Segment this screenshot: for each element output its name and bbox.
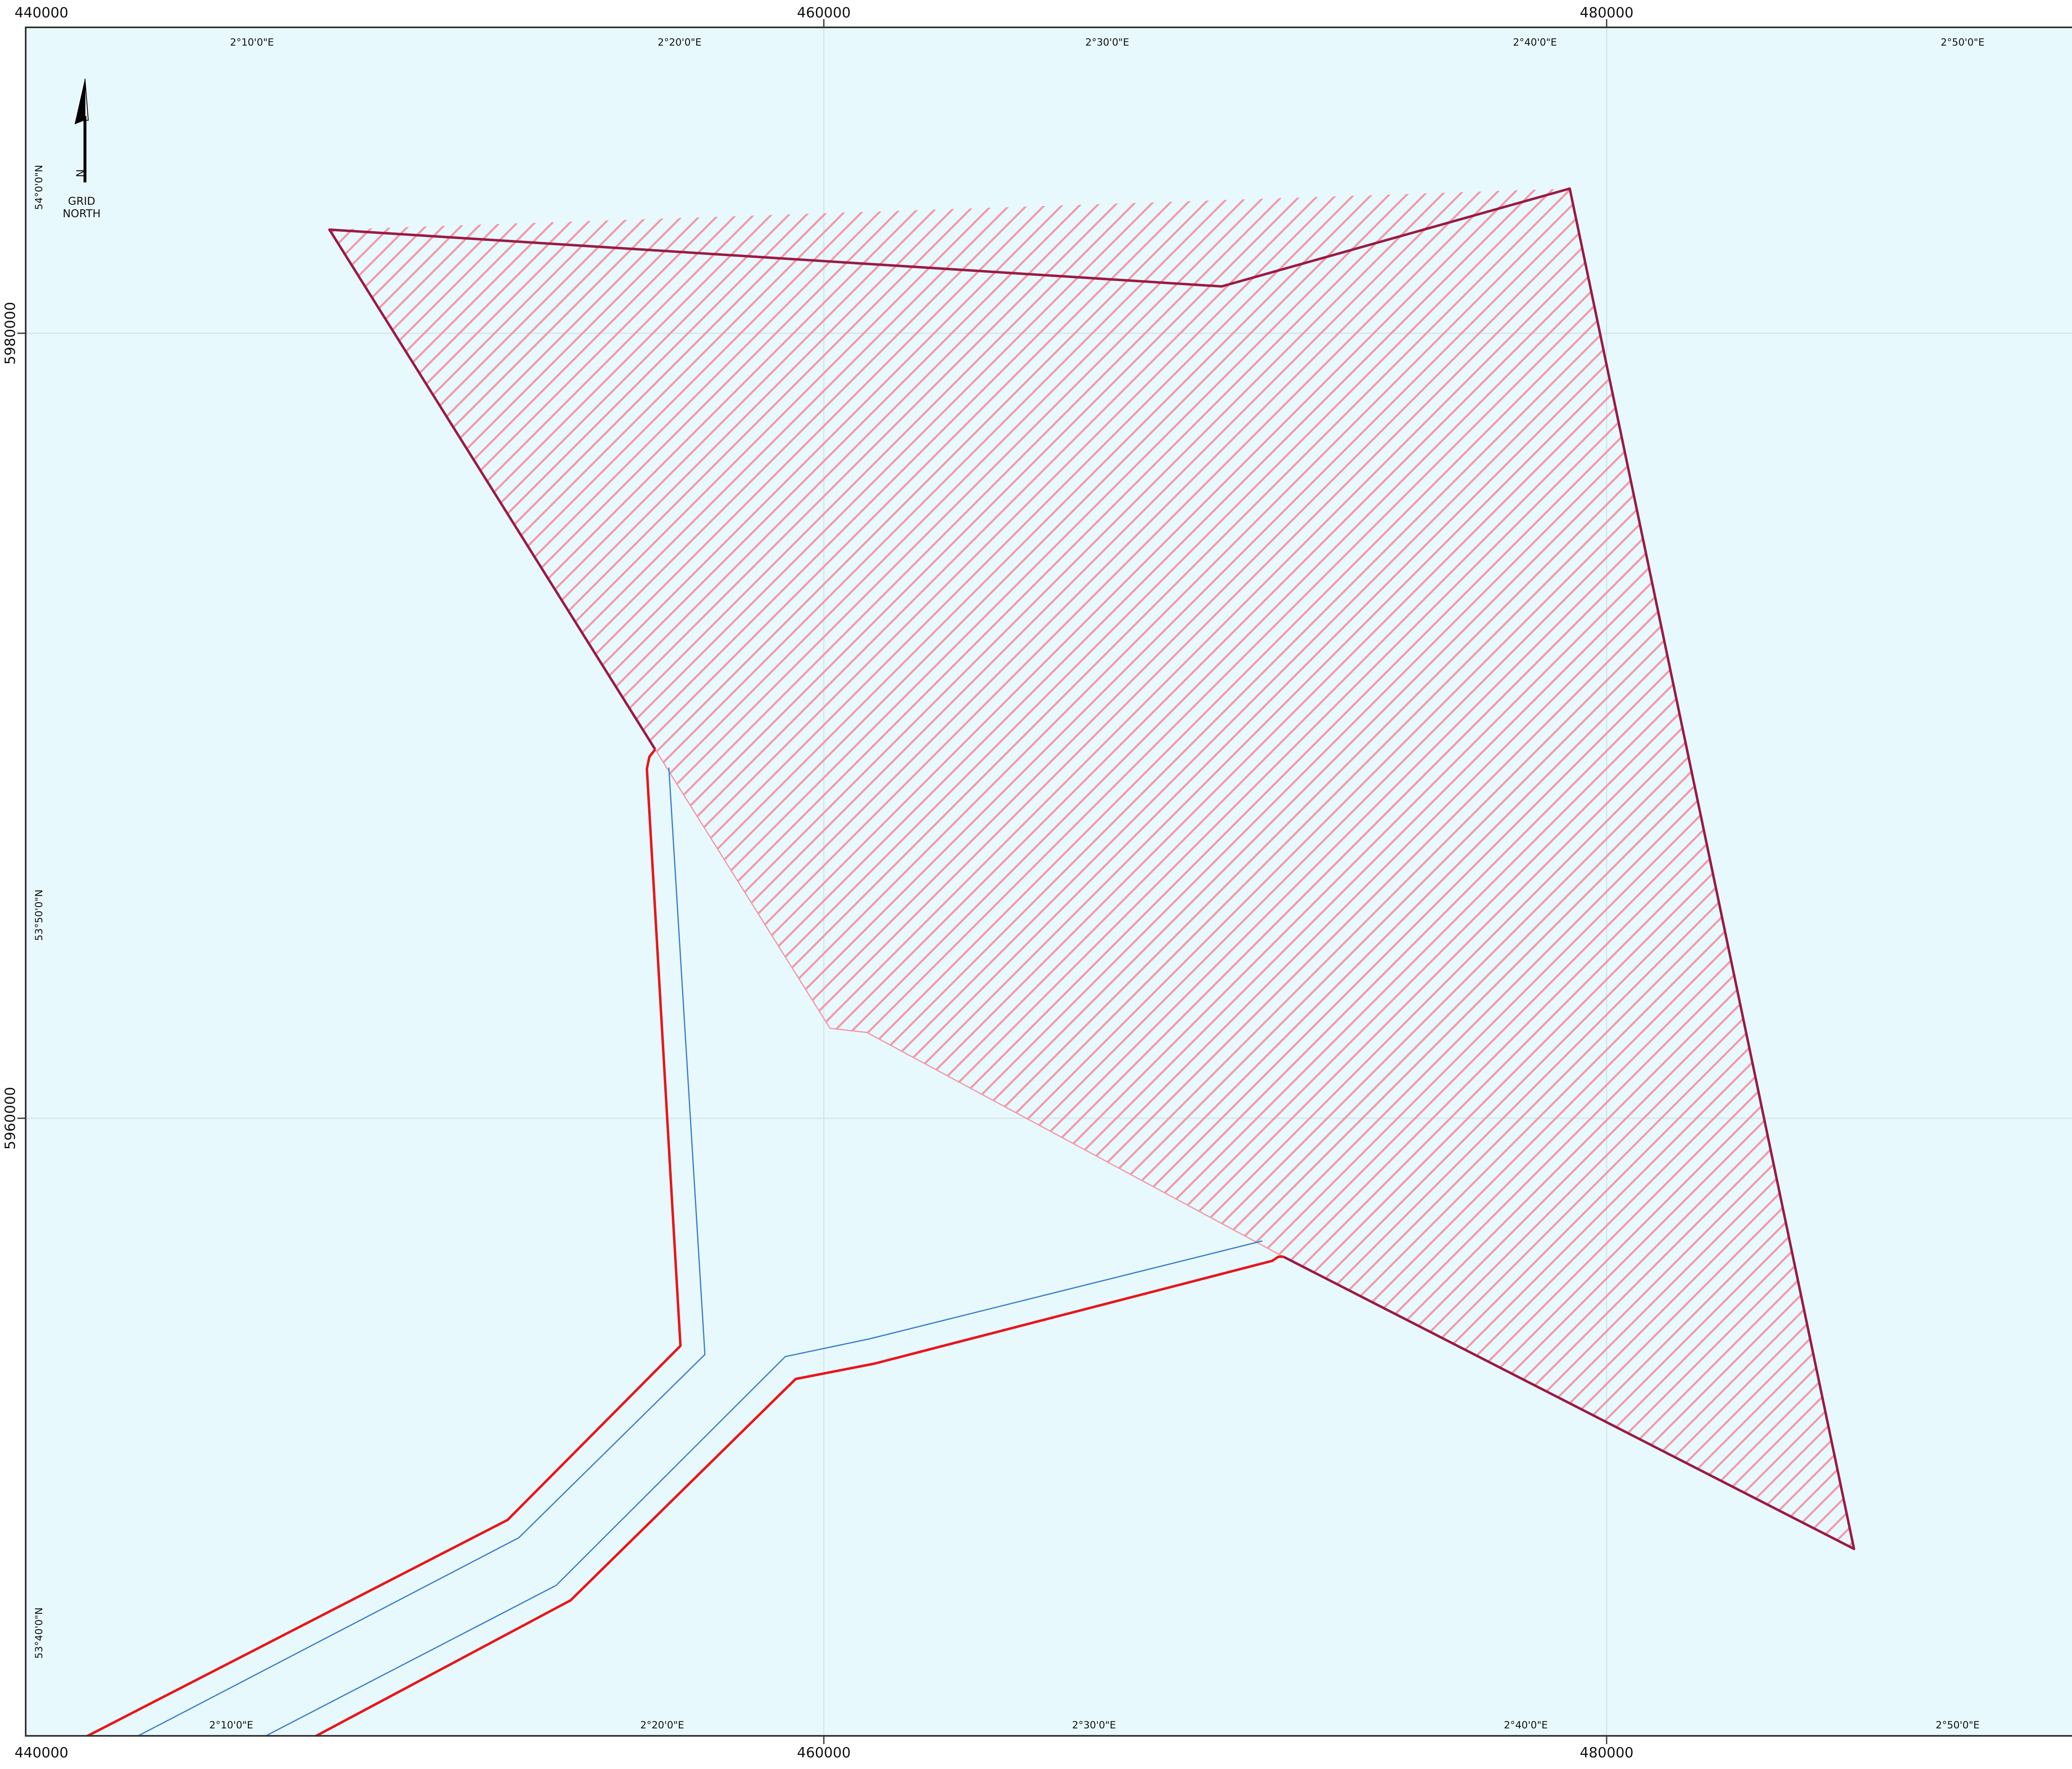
longitude-label-bottom: 2°50'0"E [1936, 1719, 1980, 1731]
map-frame [25, 27, 2072, 1737]
longitude-label-top: 2°40'0"E [1513, 36, 1557, 48]
north-arrow-label-line2: NORTH [63, 208, 101, 220]
longitude-label-top: 2°20'0"E [658, 36, 702, 48]
utm-easting-label-bottom: 480000 [1580, 1745, 1634, 1761]
latitude-label-left: 54°0'0"N [33, 165, 45, 210]
latitude-label-left: 53°40'0"N [33, 1607, 45, 1659]
utm-northing-label: 5980000 [2, 302, 19, 364]
utm-northing-label: 5960000 [2, 1087, 19, 1149]
cable-corridor[interactable] [82, 749, 1283, 1739]
utm-easting-label-bottom: 440000 [15, 1745, 68, 1761]
latitude-label-left: 53°50'0"N [33, 889, 45, 941]
longitude-label-top: 2°50'0"E [1941, 36, 1985, 48]
longitude-label-bottom: 2°40'0"E [1504, 1719, 1548, 1731]
hatched-area-outline [328, 187, 1855, 1550]
utm-easting-label-bottom: 460000 [797, 1745, 851, 1761]
north-arrow-label-line1: GRID [68, 195, 95, 208]
hatched-area-inner-edge [654, 749, 1284, 1258]
north-arrow-letter: N [73, 169, 86, 177]
utm-easting-label-top: 480000 [1580, 5, 1634, 21]
utm-easting-label-top: 460000 [797, 5, 851, 21]
north-arrow-icon: N [73, 78, 89, 182]
hatched-area-boundary[interactable] [329, 189, 1854, 1549]
utm-easting-label-top: 440000 [15, 5, 68, 21]
frame-ticks [17, 19, 1607, 1744]
longitude-label-top: 2°10'0"E [230, 36, 274, 48]
longitude-label-bottom: 2°20'0"E [640, 1719, 684, 1731]
cable-route[interactable] [133, 767, 1263, 1739]
longitude-label-top: 2°30'0"E [1085, 36, 1129, 48]
longitude-label-bottom: 2°30'0"E [1072, 1719, 1116, 1731]
longitude-label-bottom: 2°10'0"E [209, 1719, 253, 1731]
